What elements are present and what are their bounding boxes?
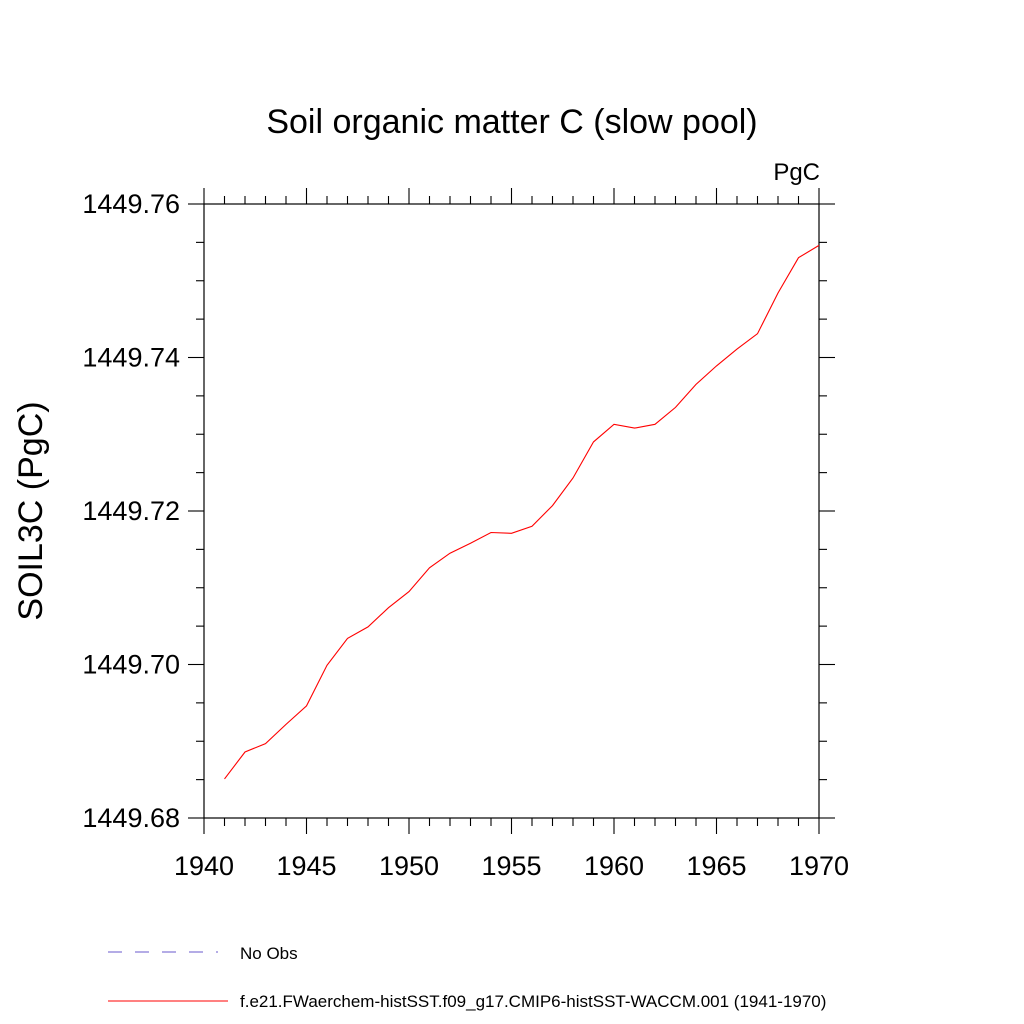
- y-tick-label: 1449.74: [82, 343, 180, 373]
- y-axis-label: SOIL3C (PgC): [12, 401, 50, 620]
- series-line: [224, 244, 820, 780]
- legend-label-no-obs: No Obs: [240, 944, 298, 963]
- y-tick-label: 1449.68: [82, 803, 180, 833]
- x-tick-labels: 1940 1945 1950 1955 1960 1965 1970: [174, 851, 849, 881]
- plot-frame: [203, 203, 820, 819]
- y-tick-label: 1449.76: [82, 189, 180, 219]
- y-tick-labels: 1449.68 1449.70 1449.72 1449.74 1449.76: [82, 189, 180, 833]
- x-tick-label: 1945: [276, 851, 336, 881]
- chart-title: Soil organic matter C (slow pool): [266, 103, 757, 141]
- x-tick-label: 1940: [174, 851, 234, 881]
- axis-ticks: [188, 188, 835, 834]
- legend-label-model: f.e21.FWaerchem-histSST.f09_g17.CMIP6-hi…: [240, 992, 826, 1011]
- x-tick-label: 1950: [379, 851, 439, 881]
- x-tick-label: 1955: [481, 851, 541, 881]
- x-tick-label: 1960: [584, 851, 644, 881]
- y-tick-label: 1449.72: [82, 496, 180, 526]
- units-label: PgC: [773, 159, 820, 186]
- x-tick-label: 1970: [789, 851, 849, 881]
- x-tick-label: 1965: [686, 851, 746, 881]
- legend: No Obs f.e21.FWaerchem-histSST.f09_g17.C…: [108, 944, 826, 1011]
- y-tick-label: 1449.70: [82, 650, 180, 680]
